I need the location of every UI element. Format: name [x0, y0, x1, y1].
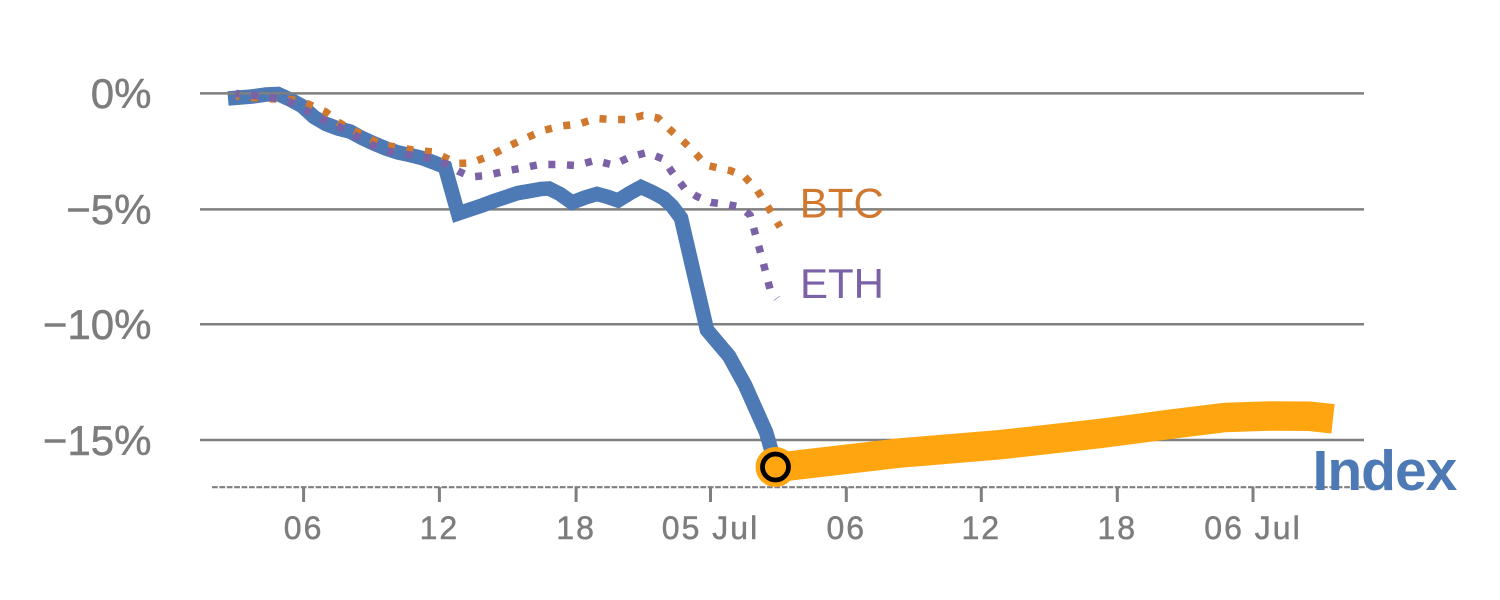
svg-text:18: 18 [1098, 510, 1138, 546]
svg-text:06: 06 [827, 510, 867, 546]
svg-text:−15%: −15% [43, 417, 152, 464]
svg-text:−10%: −10% [43, 301, 152, 348]
svg-text:12: 12 [962, 510, 1002, 546]
svg-text:−5%: −5% [66, 186, 151, 233]
svg-text:0%: 0% [91, 70, 152, 117]
svg-text:06 Jul: 06 Jul [1204, 510, 1301, 546]
svg-text:05 Jul: 05 Jul [662, 510, 759, 546]
svg-text:18: 18 [556, 510, 596, 546]
svg-text:12: 12 [420, 510, 460, 546]
svg-text:BTC: BTC [800, 179, 884, 226]
svg-text:06: 06 [284, 510, 324, 546]
svg-text:ETH: ETH [800, 260, 884, 307]
svg-text:Index: Index [1313, 439, 1458, 503]
